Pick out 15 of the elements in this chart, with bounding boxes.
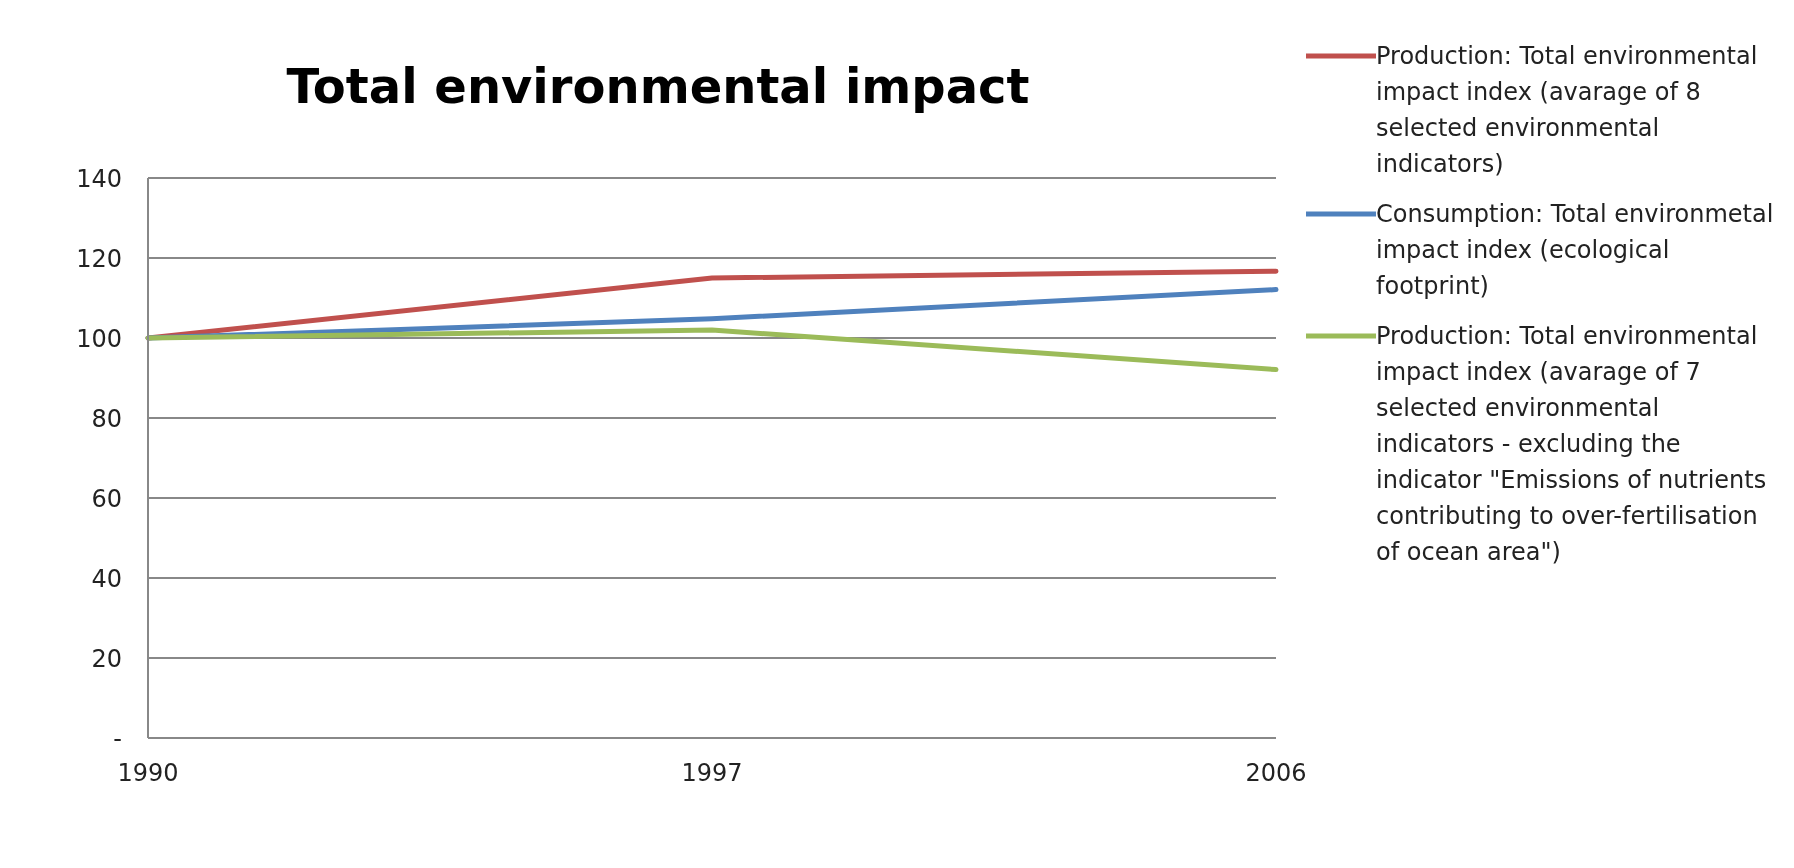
y-tick-label: 60 [91,484,122,513]
chart-title: Total environmental impact [285,58,1031,114]
legend-label: Consumption: Total environmetal impact index (ecological footprint) [1376,199,1775,302]
y-tick-label: 80 [91,404,122,433]
y-tick-label: 20 [91,644,122,673]
y-tick-label: - [113,724,122,753]
y-tick-label: 40 [91,564,122,593]
y-tick-label: 100 [76,324,122,353]
x-tick-label: 2006 [1245,759,1307,788]
x-tick-label: 1997 [681,759,743,788]
y-tick-label: 140 [76,164,122,193]
legend-label: Production: Total environmental impact index (avarage of 7 selected environmental indicators - excluding the indicator "Emissions of nutrients contributing to over-fertilisation of ocean area") [1376,321,1768,568]
y-tick-label: 120 [76,244,122,273]
x-tick-label: 1990 [117,759,179,788]
legend-label: Production: Total environmental impact index (avarage of 8 selected environmental indicators) [1376,41,1759,180]
